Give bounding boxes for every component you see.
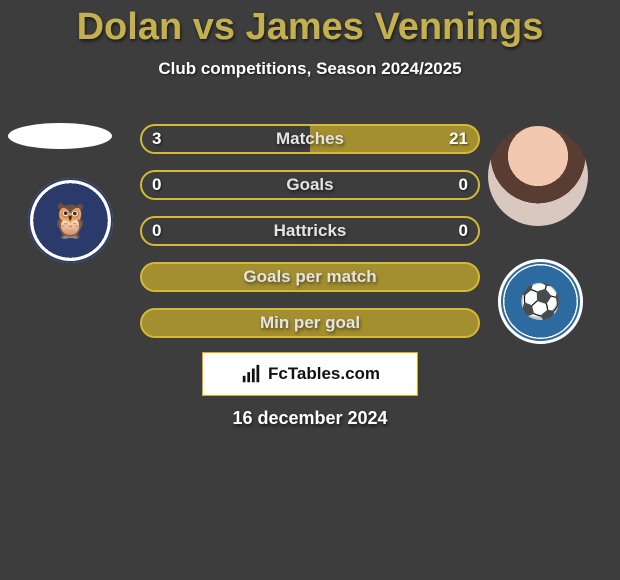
stats-bars: Matches 3 21 Goals 0 0 Hattricks 0 0 Goals per ma…	[140, 124, 480, 354]
player1-club-badge: 🦉	[28, 178, 113, 263]
site-name: FcTables.com	[268, 364, 380, 384]
comparison-title: Dolan vs James Vennings	[0, 0, 620, 49]
stat-bar: Min per goal	[140, 308, 480, 338]
player1-avatar	[8, 123, 112, 149]
stat-label: Goals per match	[243, 267, 376, 287]
date-text: 16 december 2024	[0, 408, 620, 429]
stat-label: Hattricks	[274, 221, 347, 241]
stat-value-right: 21	[449, 129, 468, 149]
stat-label: Matches	[276, 129, 344, 149]
vs-text: vs	[193, 6, 235, 48]
stat-value-left: 0	[152, 221, 161, 241]
club-icon: ⚽	[498, 259, 583, 344]
stat-bar: Goals 0 0	[140, 170, 480, 200]
stat-value-right: 0	[459, 175, 468, 195]
subtitle: Club competitions, Season 2024/2025	[0, 59, 620, 79]
stat-label: Goals	[286, 175, 333, 195]
site-badge: FcTables.com	[202, 352, 418, 396]
player2-avatar	[488, 126, 588, 226]
player2-name: James Vennings	[246, 6, 544, 48]
stat-bar: Goals per match	[140, 262, 480, 292]
owl-icon: 🦉	[28, 178, 113, 263]
stat-value-left: 0	[152, 175, 161, 195]
stat-bar: Matches 3 21	[140, 124, 480, 154]
player2-club-badge: ⚽	[498, 259, 583, 344]
player1-name: Dolan	[77, 6, 183, 48]
stat-value-right: 0	[459, 221, 468, 241]
stat-bar: Hattricks 0 0	[140, 216, 480, 246]
stat-value-left: 3	[152, 129, 161, 149]
stat-label: Min per goal	[260, 313, 360, 333]
chart-icon	[240, 363, 262, 385]
